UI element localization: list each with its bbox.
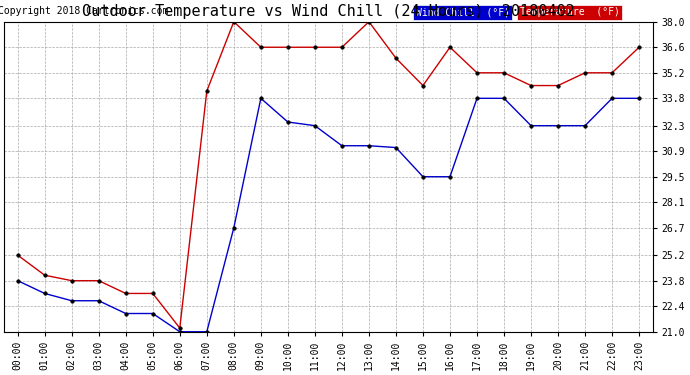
Text: Copyright 2018 Cartronics.com: Copyright 2018 Cartronics.com [0, 6, 168, 15]
Text: Temperature  (°F): Temperature (°F) [520, 7, 620, 17]
Title: Outdoor Temperature vs Wind Chill (24 Hours)  20180402: Outdoor Temperature vs Wind Chill (24 Ho… [82, 4, 575, 19]
Text: Wind Chill  (°F): Wind Chill (°F) [416, 7, 510, 17]
